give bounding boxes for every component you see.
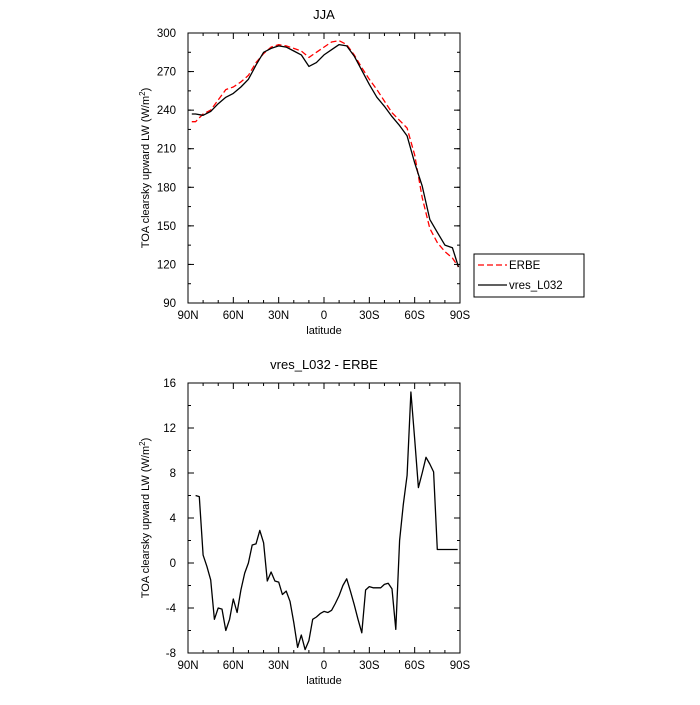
y-tick-label: 210 xyxy=(157,144,176,156)
x-axis-label: latitude xyxy=(306,675,341,687)
x-tick-label: 60S xyxy=(404,310,425,322)
legend-label-erbe: ERBE xyxy=(509,260,541,272)
y-tick-label: 240 xyxy=(157,105,176,117)
chart-title: vres_L032 - ERBE xyxy=(270,357,378,372)
series-line-erbe xyxy=(191,40,460,268)
y-tick-label: 12 xyxy=(163,423,176,435)
y-tick-label: 300 xyxy=(157,28,176,40)
x-tick-label: 0 xyxy=(321,660,327,672)
plot-frame xyxy=(187,382,461,654)
y-tick-label: 90 xyxy=(163,298,176,310)
x-tick-label: 90S xyxy=(450,310,471,322)
x-tick-label: 60S xyxy=(404,660,425,672)
x-tick-label: 30N xyxy=(268,310,289,322)
y-tick-label: 0 xyxy=(170,558,176,570)
y-tick-label: 180 xyxy=(157,182,176,194)
x-tick-label: 90S xyxy=(450,660,471,672)
y-axis-label: TOA clearsky upward LW (W/m2) xyxy=(138,88,152,249)
plot-frame xyxy=(187,32,461,304)
y-tick-label: 16 xyxy=(163,378,176,390)
y-tick-label: -8 xyxy=(166,648,176,660)
series-line-vres-l032 xyxy=(191,43,460,268)
x-tick-label: 60N xyxy=(223,660,244,672)
legend-label-vres-l032: vres_L032 xyxy=(509,280,563,292)
x-tick-label: 90N xyxy=(177,310,198,322)
x-tick-label: 30S xyxy=(359,310,380,322)
panel-2: 90N 60N 30N 0 30S 60S 90S -8 -4 0 4 8 12 16 vres_L032 … xyxy=(138,357,471,687)
y-tick-label: -4 xyxy=(166,603,177,615)
legend-box xyxy=(473,253,585,298)
legend: ERBE vres_L032 xyxy=(473,253,585,298)
x-tick-label: 60N xyxy=(223,310,244,322)
y-tick-label: 120 xyxy=(157,259,176,271)
x-tick-label: 30S xyxy=(359,660,380,672)
y-tick-label: 8 xyxy=(170,468,176,480)
x-tick-label: 30N xyxy=(268,660,289,672)
x-tick-label: 0 xyxy=(321,310,327,322)
series-line-difference xyxy=(195,391,458,651)
panel-1: 90N 60N 30N 0 30S 60S 90S 90 120 150 180 210 240 270 3… xyxy=(138,7,585,337)
chart-title: JJA xyxy=(313,7,335,22)
y-tick-label: 4 xyxy=(170,513,177,525)
x-axis-label: latitude xyxy=(306,325,341,337)
y-axis-label: TOA clearsky upward LW (W/m2) xyxy=(138,438,152,599)
x-tick-label: 90N xyxy=(177,660,198,672)
y-tick-label: 150 xyxy=(157,221,176,233)
y-tick-label: 270 xyxy=(157,67,176,79)
